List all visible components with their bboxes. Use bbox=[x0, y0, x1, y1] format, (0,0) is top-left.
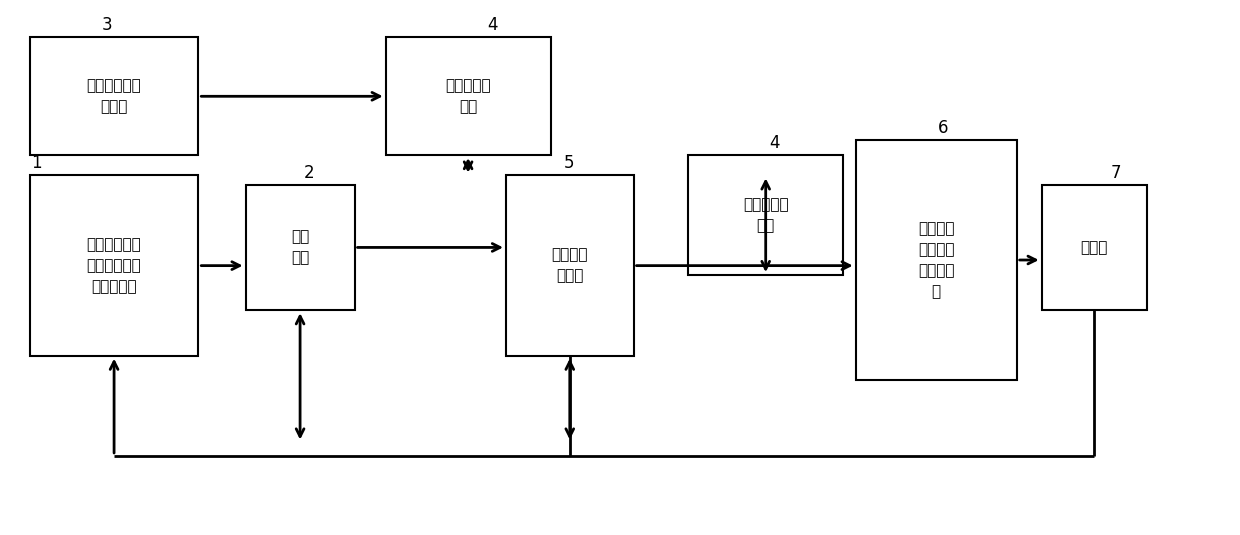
Bar bbox=[856, 140, 1017, 380]
Bar bbox=[1042, 185, 1147, 310]
Text: 标准光谱辐
射计: 标准光谱辐 射计 bbox=[743, 197, 789, 233]
Text: 大口径平
行光管: 大口径平 行光管 bbox=[552, 248, 588, 284]
Text: 6: 6 bbox=[937, 119, 947, 137]
Text: 2: 2 bbox=[304, 164, 315, 182]
Bar bbox=[506, 175, 634, 356]
Bar bbox=[688, 155, 843, 275]
Bar bbox=[30, 175, 198, 356]
Bar bbox=[246, 185, 355, 310]
Text: 1: 1 bbox=[31, 154, 42, 172]
Text: 7: 7 bbox=[1111, 164, 1121, 182]
Bar bbox=[386, 37, 551, 155]
Text: 4: 4 bbox=[769, 134, 779, 152]
Text: 待测可见
到近红外
成像光谱
仪: 待测可见 到近红外 成像光谱 仪 bbox=[918, 221, 955, 299]
Bar bbox=[30, 37, 198, 155]
Text: 带有靶标接口
的大口径积分
球光源系统: 带有靶标接口 的大口径积分 球光源系统 bbox=[87, 237, 141, 294]
Text: 标准光谱辐
射计: 标准光谱辐 射计 bbox=[445, 78, 491, 114]
Text: 3: 3 bbox=[102, 16, 113, 34]
Text: 系列
靶标: 系列 靶标 bbox=[291, 230, 309, 265]
Text: 4: 4 bbox=[487, 16, 497, 34]
Text: 光谱辐射亮度
标准灯: 光谱辐射亮度 标准灯 bbox=[87, 78, 141, 114]
Text: 计算机: 计算机 bbox=[1080, 240, 1109, 255]
Text: 5: 5 bbox=[564, 154, 574, 172]
